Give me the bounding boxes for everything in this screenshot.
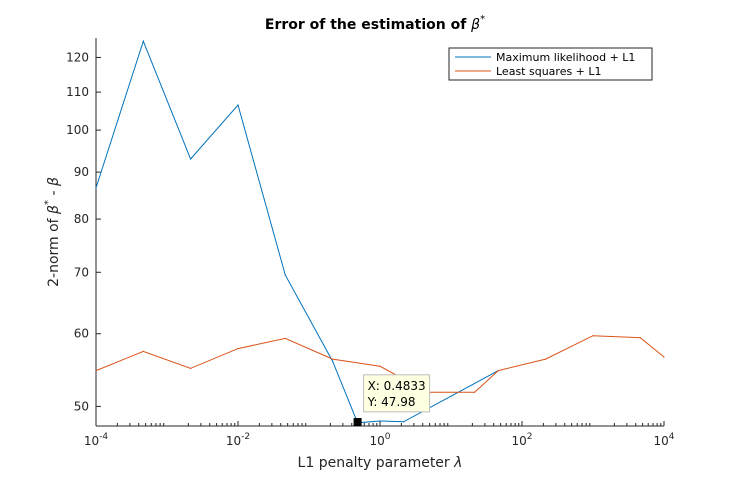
x-tick-base: 10 bbox=[84, 434, 99, 448]
y-tick-label: 80 bbox=[74, 212, 89, 226]
y-axis-label-text: 2-norm of bbox=[46, 214, 62, 287]
y-tick-label: 90 bbox=[74, 165, 89, 179]
y-axis-label-symbol-a: β bbox=[46, 205, 62, 215]
data-point bbox=[663, 356, 665, 358]
data-point bbox=[190, 158, 192, 160]
chart-title-symbol: β bbox=[470, 17, 480, 33]
x-tick-exponent: 4 bbox=[669, 432, 675, 442]
x-tick-base: 10 bbox=[511, 434, 526, 448]
data-point bbox=[639, 337, 641, 339]
x-tick-exponent: -2 bbox=[241, 432, 250, 442]
data-point bbox=[379, 420, 381, 422]
x-tick-base: 10 bbox=[226, 434, 241, 448]
x-tick-base: 10 bbox=[653, 434, 668, 448]
chart-title-superscript: * bbox=[480, 14, 485, 25]
data-point bbox=[95, 187, 97, 189]
x-tick-label: 10-4 bbox=[84, 432, 109, 448]
x-tick-exponent: -4 bbox=[99, 432, 108, 442]
y-tick-label: 50 bbox=[74, 399, 89, 413]
chart-title-text: Error of the estimation of bbox=[265, 17, 471, 33]
y-tick-label: 60 bbox=[74, 327, 89, 341]
x-axis-label-symbol: λ bbox=[453, 455, 462, 471]
x-tick-label: 102 bbox=[511, 432, 532, 448]
x-axis-label: L1 penalty parameter λ bbox=[298, 455, 463, 471]
y-tick-label: 110 bbox=[66, 85, 89, 99]
data-point bbox=[450, 395, 452, 397]
data-point bbox=[190, 367, 192, 370]
data-point bbox=[237, 348, 239, 350]
y-axis-label-mid: - bbox=[46, 186, 62, 200]
data-point bbox=[237, 104, 239, 106]
data-point bbox=[95, 369, 97, 372]
x-axis-label-text: L1 penalty parameter bbox=[298, 455, 455, 471]
y-ticks: 50 60 70 80 90 100 110 120 bbox=[66, 50, 101, 413]
datatip-marker[interactable] bbox=[353, 418, 362, 426]
y-axis-label: 2-norm of β* - β bbox=[43, 177, 62, 287]
data-point bbox=[332, 360, 334, 362]
y-tick-label: 120 bbox=[66, 50, 89, 64]
y-axis-label-superscript: * bbox=[43, 200, 54, 205]
legend-label-ls: Least squares + L1 bbox=[496, 65, 602, 78]
data-point bbox=[332, 358, 334, 360]
x-tick-exponent: 0 bbox=[385, 432, 391, 442]
data-point bbox=[545, 358, 547, 360]
data-point bbox=[142, 40, 144, 42]
data-point bbox=[284, 274, 286, 276]
x-tick-label: 10-2 bbox=[226, 432, 250, 448]
y-axis-label-symbol-b: β bbox=[46, 177, 62, 187]
data-point bbox=[379, 365, 381, 367]
x-tick-label: 100 bbox=[369, 432, 390, 448]
x-tick-base: 10 bbox=[369, 434, 384, 448]
legend: Maximum likelihood + L1 Least squares + … bbox=[448, 47, 653, 81]
x-tick-exponent: 2 bbox=[527, 432, 533, 442]
legend-box bbox=[448, 47, 653, 81]
chart-title: Error of the estimation of β* bbox=[265, 14, 485, 33]
series-line-ml bbox=[95, 39, 499, 424]
datatip-x-label: X: 0.4833 bbox=[368, 379, 426, 393]
datatip-box[interactable] bbox=[363, 374, 431, 413]
datatip[interactable]: X: 0.4833 Y: 47.98 bbox=[353, 374, 431, 426]
legend-label-ml: Maximum likelihood + L1 bbox=[496, 51, 635, 64]
plot-lines bbox=[95, 39, 665, 424]
data-point bbox=[497, 369, 499, 372]
data-point bbox=[142, 350, 144, 352]
data-point bbox=[403, 421, 405, 423]
x-tick-label: 104 bbox=[653, 432, 674, 448]
datatip-y-label: Y: 47.98 bbox=[367, 395, 416, 409]
data-point bbox=[592, 335, 594, 337]
y-tick-label: 70 bbox=[74, 265, 89, 279]
y-tick-label: 100 bbox=[66, 123, 89, 137]
x-ticks: 10-4 10-2 100 102 104 bbox=[84, 421, 675, 448]
data-point bbox=[474, 391, 476, 393]
data-point bbox=[284, 337, 286, 340]
